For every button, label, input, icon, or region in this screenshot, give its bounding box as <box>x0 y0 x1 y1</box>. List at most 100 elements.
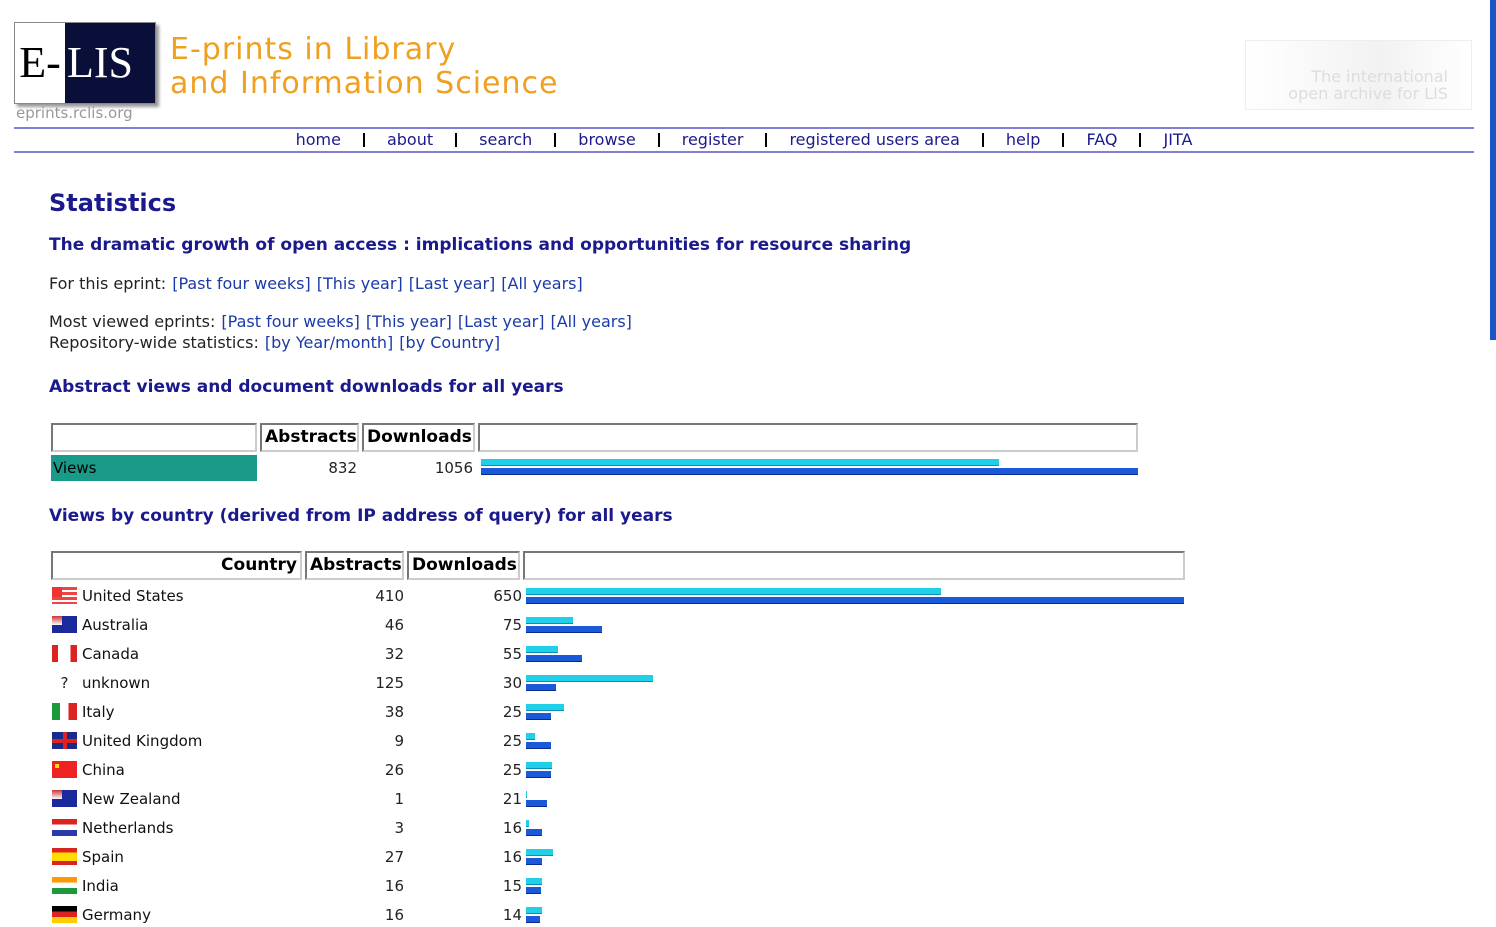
downloads-value: 15 <box>502 877 522 895</box>
site-title: and Information Science <box>170 66 559 101</box>
country-name: Canada <box>82 645 140 663</box>
abstracts-bar <box>526 617 573 624</box>
abstracts-bar <box>526 733 536 740</box>
stats-link[interactable]: [by Country] <box>399 333 501 352</box>
abstracts-value: 832 <box>328 459 357 477</box>
flag <box>52 703 77 720</box>
logo[interactable]: E- LIS <box>14 22 156 104</box>
world-map <box>1245 40 1472 110</box>
nav-link[interactable]: browse <box>554 132 657 148</box>
link-row: For this eprint: [Past four weeks] [This y… <box>49 274 583 293</box>
country-name: New Zealand <box>82 790 181 808</box>
logo-url: eprints.rclis.org <box>16 104 133 122</box>
downloads-bar <box>526 684 557 691</box>
downloads-value: 25 <box>502 732 522 750</box>
header-cell: Downloads <box>407 551 520 580</box>
stats-link[interactable]: [This year] <box>365 312 452 331</box>
abstracts-value: 38 <box>384 703 404 721</box>
stats-link[interactable]: [Past four weeks] <box>172 274 311 293</box>
abstracts-value: 27 <box>384 848 404 866</box>
nav-link[interactable]: FAQ <box>1062 132 1139 148</box>
abstracts-bar <box>526 646 559 653</box>
row-label: Views <box>51 455 257 481</box>
link-row: Most viewed eprints: [Past four weeks] [Th… <box>49 312 632 331</box>
stats-link[interactable]: [Last year] <box>457 312 545 331</box>
downloads-value: 16 <box>502 848 522 866</box>
abstracts-bar <box>526 704 565 711</box>
scrollbar[interactable] <box>1490 0 1496 340</box>
nav-bar: home about search browse register registered … <box>14 127 1474 153</box>
downloads-bar <box>526 626 602 633</box>
link-label: Most viewed eprints: <box>49 312 216 331</box>
link-label: Repository-wide statistics: <box>49 333 259 352</box>
abstracts-bar <box>526 762 553 769</box>
downloads-bar <box>526 800 548 807</box>
abstracts-value: 16 <box>384 906 404 924</box>
country-name: Australia <box>82 616 149 634</box>
header-cell: Country <box>51 551 302 580</box>
stats-link[interactable]: [All years] <box>550 312 632 331</box>
abstracts-bar <box>526 588 942 595</box>
nav-link[interactable]: register <box>657 132 766 148</box>
abstracts-value: 125 <box>375 674 404 692</box>
abstracts-bar <box>481 459 999 466</box>
abstracts-value: 26 <box>384 761 404 779</box>
downloads-value: 14 <box>502 906 522 924</box>
flag <box>52 848 77 865</box>
abstracts-value: 410 <box>375 587 404 605</box>
downloads-bar <box>526 858 543 865</box>
nav-link[interactable]: about <box>362 132 455 148</box>
country-name: United Kingdom <box>82 732 203 750</box>
flag <box>52 732 77 749</box>
stats-link[interactable]: [All years] <box>501 274 583 293</box>
nav-link[interactable]: registered users area <box>765 132 981 148</box>
country-name: Germany <box>82 906 151 924</box>
country-name: China <box>82 761 125 779</box>
flag: ? <box>60 674 69 692</box>
downloads-value: 25 <box>502 703 522 721</box>
nav-link[interactable]: search <box>455 132 554 148</box>
downloads-value: 21 <box>502 790 522 808</box>
country-name: United States <box>82 587 184 605</box>
tagline: open archive for LIS <box>1288 84 1448 103</box>
logo-left: E- <box>15 23 65 103</box>
downloads-value: 16 <box>502 819 522 837</box>
downloads-bar <box>526 742 552 749</box>
site-title: E-prints in Library <box>170 32 457 67</box>
nav-link[interactable]: JITA <box>1139 132 1214 148</box>
downloads-bar <box>481 468 1138 475</box>
abstracts-bar <box>526 849 554 856</box>
header-cell <box>478 423 1138 452</box>
page-title: Statistics <box>49 189 177 217</box>
nav-link[interactable]: home <box>295 130 341 149</box>
country-name: India <box>82 877 119 895</box>
abstracts-bar <box>526 878 543 885</box>
stats-link[interactable]: [Past four weeks] <box>221 312 360 331</box>
downloads-value: 1056 <box>434 459 473 477</box>
downloads-bar <box>526 655 582 662</box>
link-row: Repository-wide statistics: [by Year/mont… <box>49 333 500 352</box>
abstracts-bar <box>526 675 653 682</box>
downloads-bar <box>526 771 552 778</box>
country-name: unknown <box>82 674 151 692</box>
flag <box>52 877 77 894</box>
eprint-title: The dramatic growth of open access : imp… <box>49 235 912 255</box>
downloads-value: 30 <box>502 674 522 692</box>
stats-link[interactable]: [Last year] <box>408 274 496 293</box>
section-heading: Views by country (derived from IP addres… <box>49 506 673 526</box>
stats-link[interactable]: [This year] <box>316 274 403 293</box>
downloads-value: 650 <box>493 587 522 605</box>
country-name: Netherlands <box>82 819 174 837</box>
flag <box>52 616 77 633</box>
stats-link[interactable]: [by Year/month] <box>264 333 394 352</box>
flag <box>52 587 77 604</box>
link-label: For this eprint: <box>49 274 167 293</box>
nav-link[interactable]: help <box>981 132 1063 148</box>
header-cell <box>523 551 1185 580</box>
downloads-bar <box>526 916 541 923</box>
flag <box>52 645 77 662</box>
country-name: Italy <box>82 703 115 721</box>
flag <box>52 906 77 923</box>
flag <box>52 819 77 836</box>
